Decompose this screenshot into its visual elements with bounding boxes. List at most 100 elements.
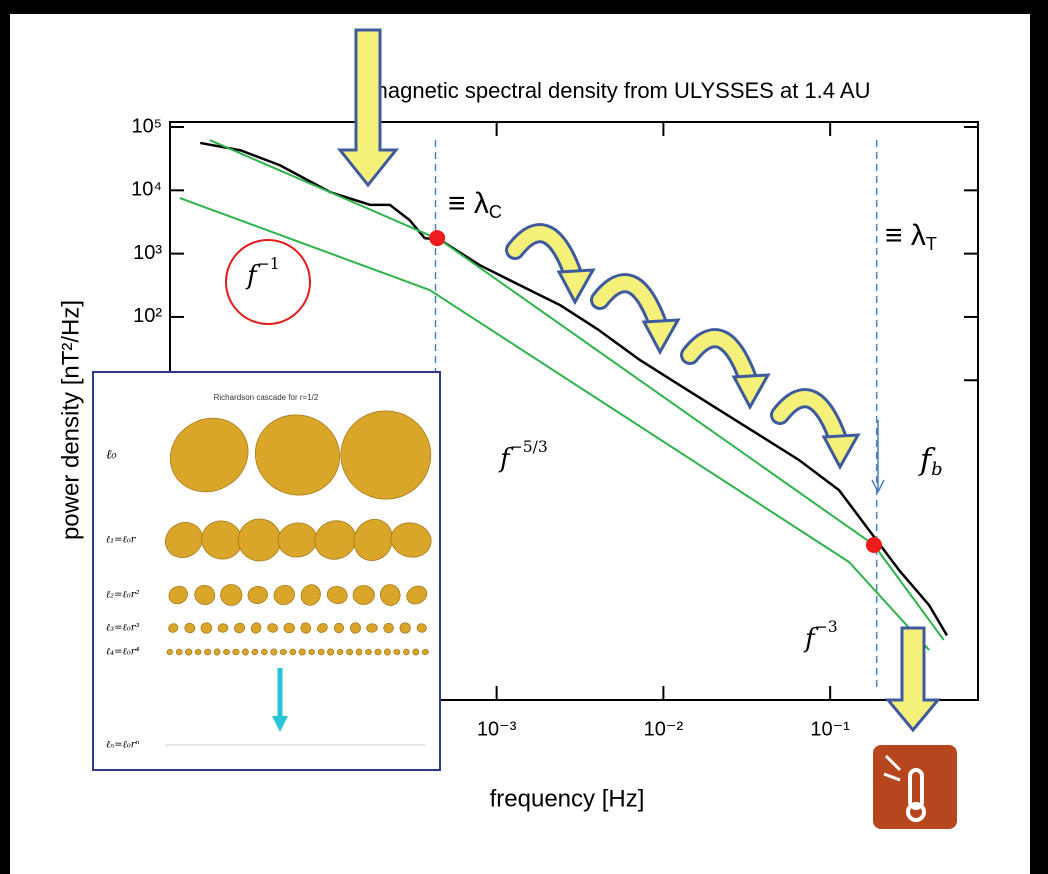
marker bbox=[429, 230, 446, 247]
inset-title: Richardson cascade for r=1/2 bbox=[214, 393, 319, 402]
eddy bbox=[200, 622, 213, 634]
input-arrow bbox=[336, 28, 400, 188]
eddy bbox=[169, 417, 249, 493]
eddy bbox=[250, 622, 262, 634]
annotation-sub: b bbox=[931, 459, 943, 480]
eddy bbox=[184, 622, 196, 634]
annotation-text: ≡ λ bbox=[885, 219, 926, 252]
eddy bbox=[416, 623, 427, 633]
eddy bbox=[217, 623, 229, 633]
annotation: ≡ λC bbox=[448, 187, 502, 222]
annotation-sub: T bbox=[926, 234, 937, 254]
eddy bbox=[166, 648, 173, 656]
annotation: ≡ λT bbox=[885, 219, 937, 254]
eddy bbox=[279, 649, 287, 655]
eddy bbox=[308, 649, 315, 655]
inset: Richardson cascade for r=1/2 ℓ₀ ℓ₁=ℓ₀r ℓ₂=… bbox=[92, 371, 441, 771]
x-axis-label: frequency [Hz] bbox=[490, 785, 645, 812]
eddy bbox=[251, 648, 259, 656]
inset-level-label: ℓ₀ bbox=[106, 448, 117, 463]
eddy bbox=[399, 622, 411, 634]
eddy bbox=[374, 648, 382, 656]
inset-arrow-head bbox=[272, 716, 288, 732]
inset-level-label: ℓ₃=ℓ₀r³ bbox=[106, 623, 140, 634]
eddy bbox=[353, 518, 393, 562]
eddy bbox=[194, 649, 202, 655]
inset-level-label: ℓ₂=ℓ₀r² bbox=[106, 590, 140, 601]
eddy bbox=[175, 648, 183, 656]
inset-level-label: ℓ₁=ℓ₀r bbox=[106, 535, 137, 546]
x-tick-label: 10⁻³ bbox=[477, 718, 517, 740]
marker bbox=[865, 536, 882, 553]
heat-ray bbox=[884, 754, 902, 772]
eddy bbox=[204, 648, 212, 656]
cascade-arrow-head bbox=[731, 373, 771, 411]
eddy bbox=[355, 648, 363, 656]
cascade-arrow-head bbox=[821, 433, 861, 471]
eddy bbox=[346, 648, 354, 656]
annotation-sup: −5/3 bbox=[510, 438, 548, 456]
eddy bbox=[165, 522, 203, 558]
eddy bbox=[168, 585, 188, 605]
cascade-arrow bbox=[683, 331, 757, 392]
cascade-arrow bbox=[508, 226, 582, 287]
thermometer bbox=[908, 768, 924, 810]
y-tick-label: 10² bbox=[133, 305, 162, 327]
cascade-arrow bbox=[773, 391, 847, 452]
eddy bbox=[403, 648, 410, 656]
eddy bbox=[390, 522, 432, 558]
eddy bbox=[317, 648, 325, 656]
eddy bbox=[267, 623, 279, 633]
y-axis-label: power density [nT²/Hz] bbox=[57, 300, 84, 540]
eddy bbox=[247, 586, 268, 604]
annotation-sup: −1 bbox=[257, 255, 280, 273]
eddy bbox=[340, 410, 432, 500]
annotation-sup: −3 bbox=[815, 618, 838, 636]
eddy bbox=[220, 584, 243, 606]
highlight-circle bbox=[225, 239, 311, 325]
y-tick-label: 10⁵ bbox=[131, 115, 162, 137]
y-tick-label: 10³ bbox=[133, 242, 162, 264]
eddy bbox=[365, 649, 372, 655]
series-line bbox=[209, 139, 945, 641]
eddy bbox=[383, 622, 394, 634]
heat-ray bbox=[883, 772, 901, 782]
eddy bbox=[406, 585, 428, 605]
eddy bbox=[333, 622, 345, 634]
eddy bbox=[366, 623, 378, 633]
eddy bbox=[300, 622, 312, 634]
eddy bbox=[194, 585, 216, 605]
eddy bbox=[242, 648, 249, 656]
eddy bbox=[393, 648, 401, 656]
eddy bbox=[384, 648, 391, 656]
fb-arrow-head bbox=[871, 479, 885, 494]
eddy bbox=[316, 623, 328, 633]
cascade-arrow-head bbox=[641, 318, 681, 356]
y-tick-label: 10⁴ bbox=[131, 179, 162, 201]
eddy bbox=[350, 622, 361, 634]
thermometer-bulb bbox=[906, 802, 926, 822]
output-arrow bbox=[884, 626, 942, 733]
series-line bbox=[179, 197, 930, 651]
inset-level-label: ℓ₄=ℓ₀r⁴ bbox=[106, 647, 140, 658]
eddy bbox=[283, 622, 295, 634]
annotation-sub: C bbox=[489, 202, 502, 222]
eddy bbox=[314, 520, 357, 560]
cascade-arrow bbox=[593, 276, 667, 337]
x-tick-label: 10⁻² bbox=[644, 718, 684, 740]
eddy bbox=[412, 648, 420, 656]
annotation-text: ≡ λ bbox=[448, 187, 489, 220]
eddy bbox=[336, 648, 344, 656]
cascade-arrow-head bbox=[556, 268, 596, 306]
eddy bbox=[298, 648, 306, 656]
eddy bbox=[261, 648, 268, 656]
eddy bbox=[326, 586, 348, 604]
eddy bbox=[380, 584, 401, 606]
eddy bbox=[254, 414, 341, 496]
eddy bbox=[300, 584, 321, 606]
eddy bbox=[223, 649, 230, 655]
eddy bbox=[270, 648, 278, 656]
eddy bbox=[168, 623, 179, 633]
